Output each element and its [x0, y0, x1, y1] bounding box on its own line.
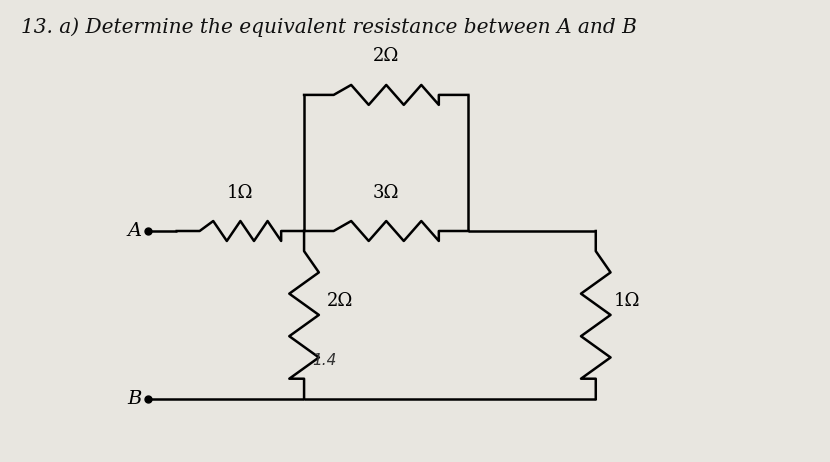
- Text: 2Ω: 2Ω: [327, 292, 354, 310]
- Text: 3Ω: 3Ω: [373, 183, 399, 201]
- Text: B: B: [127, 390, 141, 408]
- Text: 1.4: 1.4: [312, 353, 337, 368]
- Text: A: A: [127, 222, 141, 240]
- Text: 1Ω: 1Ω: [614, 292, 640, 310]
- Text: 13. a) Determine the equivalent resistance between A and B: 13. a) Determine the equivalent resistan…: [21, 18, 637, 37]
- Text: 2Ω: 2Ω: [373, 48, 399, 66]
- Text: 1Ω: 1Ω: [227, 183, 254, 201]
